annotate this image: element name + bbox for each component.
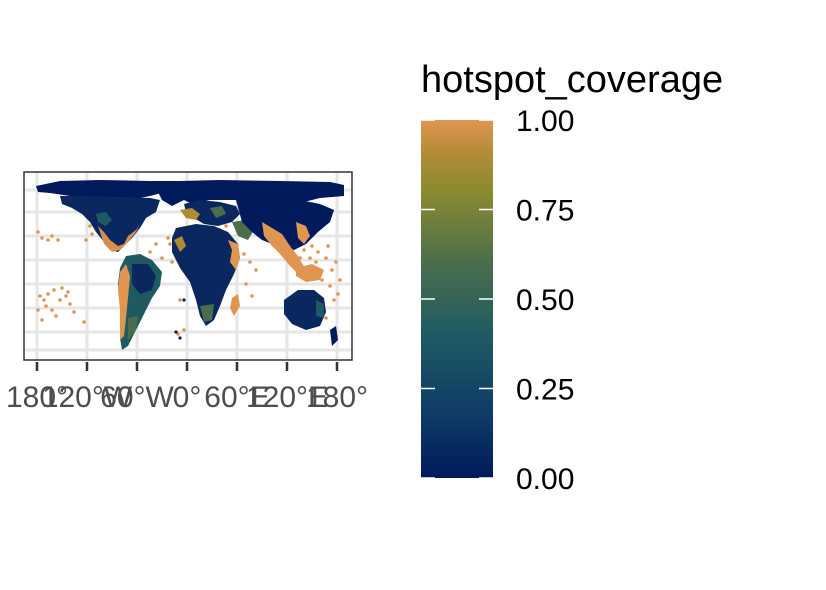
hotspot-dot — [82, 320, 86, 324]
legend-tick-label: 0.75 — [516, 195, 574, 228]
hotspot-dot — [84, 238, 88, 242]
hotspot-dot — [56, 238, 60, 242]
hotspot-dot — [168, 242, 172, 246]
legend-title: hotspot_coverage — [421, 59, 723, 101]
map-data-layer — [36, 180, 344, 350]
hotspot-dot — [310, 244, 314, 248]
legend-tick-label: 0.00 — [516, 463, 574, 496]
africa-landmass — [172, 224, 240, 326]
hotspot-dot — [302, 248, 306, 252]
hotspot-dot — [308, 256, 312, 260]
hotspot-dot — [314, 260, 318, 264]
hotspot-dot — [54, 314, 58, 318]
hotspot-dot — [178, 298, 182, 302]
hotspot-dot — [72, 310, 76, 314]
na-coastal-coverage — [98, 224, 140, 252]
hotspot-dot — [46, 238, 50, 242]
hotspot-dot — [170, 260, 174, 264]
x-tick-label: 180° — [6, 381, 68, 414]
madagascar — [230, 294, 240, 316]
hotspot-dot — [166, 236, 170, 240]
hotspot-dot — [242, 252, 246, 256]
hotspot-dot — [320, 278, 324, 282]
hotspot-dot — [324, 316, 328, 320]
hotspot-dot — [332, 298, 336, 302]
hotspot-dot — [52, 288, 56, 292]
hotspot-dot — [50, 308, 54, 312]
hotspot-dot — [334, 260, 338, 264]
hotspot-dot — [254, 268, 258, 272]
x-tick-label: 180° — [306, 381, 368, 414]
se-asia-islands — [296, 264, 324, 282]
hotspot-dot — [328, 284, 332, 288]
hotspot-dot — [338, 278, 342, 282]
legend-tick-label: 0.50 — [516, 284, 574, 317]
hotspot-dot — [40, 318, 44, 322]
africa-west-coverage — [174, 236, 186, 252]
hotspot-dot — [160, 256, 164, 260]
x-tick-label: 60°W — [100, 381, 174, 414]
asia-landmass — [236, 198, 334, 250]
sa-mid-coverage — [128, 316, 138, 340]
x-tick-label: 120°E — [246, 381, 328, 414]
south-asia-coverage — [262, 222, 306, 276]
hotspot-dot — [88, 224, 92, 228]
hotspot-dot — [248, 260, 252, 264]
hotspot-dot — [60, 286, 64, 290]
hotspot-dot — [66, 290, 70, 294]
na-mid-coverage — [96, 212, 112, 226]
africa-coast-high — [228, 240, 240, 270]
hotspot-dot — [36, 308, 40, 312]
legend-tick-label: 0.25 — [516, 374, 574, 407]
legend: hotspot_coverage 1.00 0.75 0.50 0.25 0.00 — [421, 59, 723, 496]
legend-tick-label: 1.00 — [516, 105, 574, 138]
hotspot-dot — [148, 250, 152, 254]
africa-south-coverage — [200, 304, 214, 322]
europe-landmass — [184, 200, 240, 226]
australia-landmass — [284, 290, 326, 330]
low-coverage-dot — [178, 336, 182, 340]
hotspot-dot — [68, 302, 72, 306]
new-zealand — [330, 326, 338, 346]
x-tick-label: 60°E — [204, 381, 269, 414]
hotspot-dot — [326, 244, 330, 248]
hotspot-dot — [42, 298, 46, 302]
north-america-landmass — [60, 196, 160, 252]
europe-mid-coverage — [210, 206, 226, 218]
legend-ticks: 1.00 0.75 0.50 0.25 0.00 — [421, 105, 574, 496]
hotspot-dot — [38, 294, 42, 298]
hotspot-dot — [154, 242, 158, 246]
hotspot-dot — [64, 294, 68, 298]
x-tick-label: 120°W — [42, 381, 133, 414]
panel-border — [23, 171, 353, 361]
hotspot-dot — [44, 304, 48, 308]
east-asia-coverage — [296, 222, 310, 244]
hotspot-dot — [90, 232, 94, 236]
sa-interior-low — [132, 264, 156, 294]
hotspot-dots — [36, 222, 342, 340]
hotspot-dot — [224, 224, 228, 228]
hotspot-dot — [336, 292, 340, 296]
sa-coast-high — [118, 264, 130, 340]
australia-east-coverage — [316, 300, 324, 318]
low-coverage-dot — [182, 298, 186, 302]
hotspot-dot — [316, 250, 320, 254]
low-coverage-dot — [174, 330, 178, 334]
hotspot-dot — [244, 282, 248, 286]
greenland-landmass — [158, 183, 190, 206]
hotspot-dot — [182, 328, 186, 332]
hotspot-dot — [324, 256, 328, 260]
europe-coverage — [180, 208, 200, 220]
x-tick-label: 0° — [173, 381, 202, 414]
hotspot-dot — [46, 292, 50, 296]
hotspot-dot — [330, 268, 334, 272]
hotspot-dot — [40, 236, 44, 240]
hotspot-dot — [50, 234, 54, 238]
hotspot-dot — [36, 230, 40, 234]
hotspot-dot — [250, 294, 254, 298]
hotspot-dot — [58, 298, 62, 302]
